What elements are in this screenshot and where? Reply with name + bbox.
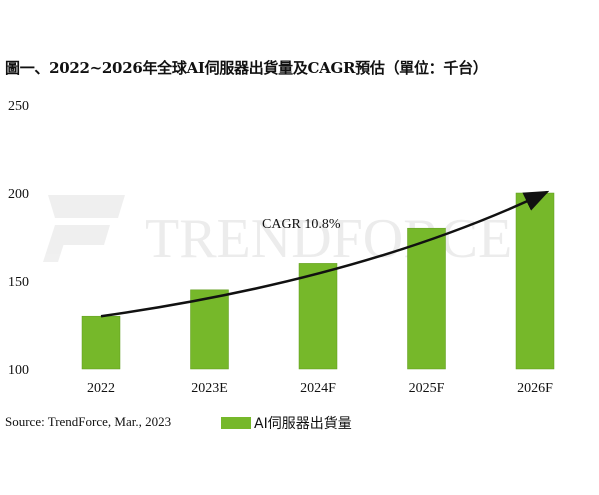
- bar: [81, 315, 121, 370]
- trendforce-logo-icon-part: [56, 225, 110, 245]
- cagr-annotation: CAGR 10.8%: [100, 190, 550, 318]
- x-tick-label: 2026F: [517, 381, 553, 396]
- bar: [407, 227, 446, 370]
- bar: [298, 263, 338, 370]
- legend: AI伺服器出貨量: [221, 413, 352, 433]
- x-tick-label: 2025F: [409, 381, 445, 396]
- y-tick-label: 250: [8, 99, 29, 114]
- chart-title: 圖一、2022~2026年全球AI伺服器出貨量及CAGR預估（單位：千台）: [5, 59, 488, 77]
- trendforce-logo-icon: [48, 195, 125, 218]
- bar: [515, 192, 555, 370]
- y-tick-label: 200: [8, 187, 29, 202]
- x-tick-label: 2024F: [300, 381, 336, 396]
- bars: [81, 192, 555, 370]
- cagr-arrow: [100, 190, 550, 318]
- cagr-label: CAGR 10.8%: [262, 217, 341, 232]
- legend-swatch: [221, 417, 251, 429]
- trendforce-logo-icon-stem: [43, 225, 70, 262]
- legend-label: AI伺服器出貨量: [254, 416, 352, 432]
- x-tick-label: 2022: [87, 381, 115, 396]
- x-tick-label: 2023E: [191, 381, 228, 396]
- bar: [190, 289, 229, 370]
- watermark-text: TRENDFORCE: [145, 208, 512, 270]
- trendforce-watermark: TRENDFORCE: [43, 195, 512, 270]
- y-axis: 100 150 200 250: [8, 99, 29, 378]
- y-tick-label: 100: [8, 363, 29, 378]
- source-note: Source: TrendForce, Mar., 2023: [5, 414, 172, 429]
- x-axis: 2022 2023E 2024F 2025F 2026F: [87, 381, 553, 396]
- y-tick-label: 150: [8, 275, 29, 290]
